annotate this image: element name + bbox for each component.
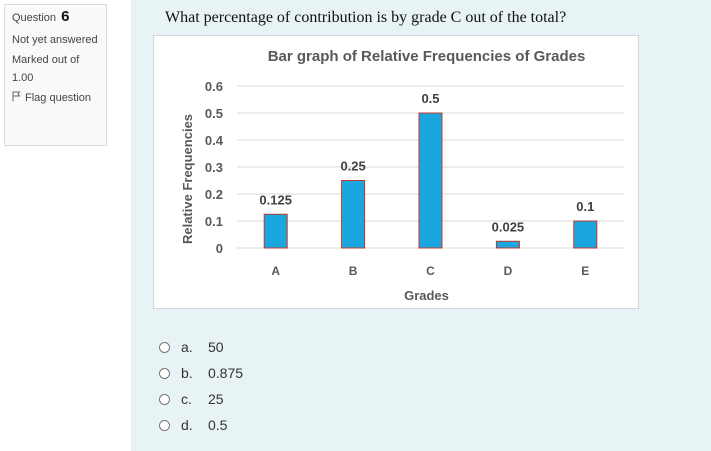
answer-letter-c: c. (181, 391, 192, 407)
x-tick-label: C (426, 264, 435, 278)
y-tick-label: 0.4 (205, 133, 224, 148)
bar-b (341, 180, 366, 249)
x-axis-label: Grades (404, 288, 449, 303)
y-tick-label: 0 (216, 241, 223, 256)
flag-question-label: Flag question (25, 92, 92, 104)
question-marks: Marked out of 1.00 (12, 54, 80, 84)
x-tick-label: A (271, 264, 280, 278)
y-axis-label: Relative Frequencies (180, 114, 195, 244)
bar-chart: Bar graph of Relative Frequencies of Gra… (180, 48, 624, 303)
chart-title: Bar graph of Relative Frequencies of Gra… (268, 48, 586, 65)
answer-letter-d: d. (181, 417, 193, 433)
answer-letter-a: a. (181, 339, 193, 355)
answer-option-c[interactable]: c. 25 (159, 386, 243, 412)
answer-value-d: 0.5 (208, 417, 228, 433)
y-tick-label: 0.2 (205, 187, 223, 202)
question-number: 6 (61, 8, 70, 25)
answer-value-b: 0.875 (208, 365, 244, 381)
chart-container: Bar graph of Relative Frequencies of Gra… (153, 35, 639, 309)
radio-b[interactable] (159, 367, 170, 379)
answer-option-a[interactable]: a. 50 (159, 334, 243, 360)
answer-option-b[interactable]: b. 0.875 (159, 360, 243, 386)
bar-c (418, 112, 443, 249)
question-panel: What percentage of contribution is by gr… (131, 0, 711, 451)
bar-e (573, 220, 598, 249)
bar-a (263, 213, 288, 249)
radio-c[interactable] (159, 393, 170, 405)
question-status: Not yet answered (12, 34, 98, 46)
y-tick-label: 0.5 (205, 106, 223, 121)
question-label: Question (12, 12, 57, 24)
radio-a[interactable] (159, 341, 170, 353)
flag-icon (12, 91, 21, 105)
data-label-e: 0.1 (576, 199, 594, 214)
answer-value-a: 50 (208, 339, 224, 355)
answer-options: a. 50 b. 0.875 c. 25 d. 0.5 (159, 334, 243, 438)
x-tick-label: D (504, 264, 513, 278)
data-label-c: 0.5 (421, 91, 439, 106)
data-label-b: 0.25 (340, 159, 365, 174)
y-tick-label: 0.6 (205, 79, 223, 94)
question-number-line: Question 6 (12, 8, 99, 25)
data-label-a: 0.125 (259, 192, 292, 207)
question-text: What percentage of contribution is by gr… (165, 9, 567, 26)
y-tick-label: 0.3 (205, 160, 223, 175)
answer-value-c: 25 (208, 391, 224, 407)
flag-question-link[interactable]: Flag question (12, 91, 99, 105)
answer-letter-b: b. (181, 365, 193, 381)
y-tick-label: 0.1 (205, 214, 223, 229)
x-tick-label: E (581, 264, 589, 278)
x-tick-label: B (349, 264, 358, 278)
answer-option-d[interactable]: d. 0.5 (159, 412, 243, 438)
radio-d[interactable] (159, 419, 170, 431)
bar-d (495, 240, 520, 249)
data-label-d: 0.025 (492, 219, 525, 234)
question-info-panel: Question 6 Not yet answered Marked out o… (4, 4, 107, 146)
